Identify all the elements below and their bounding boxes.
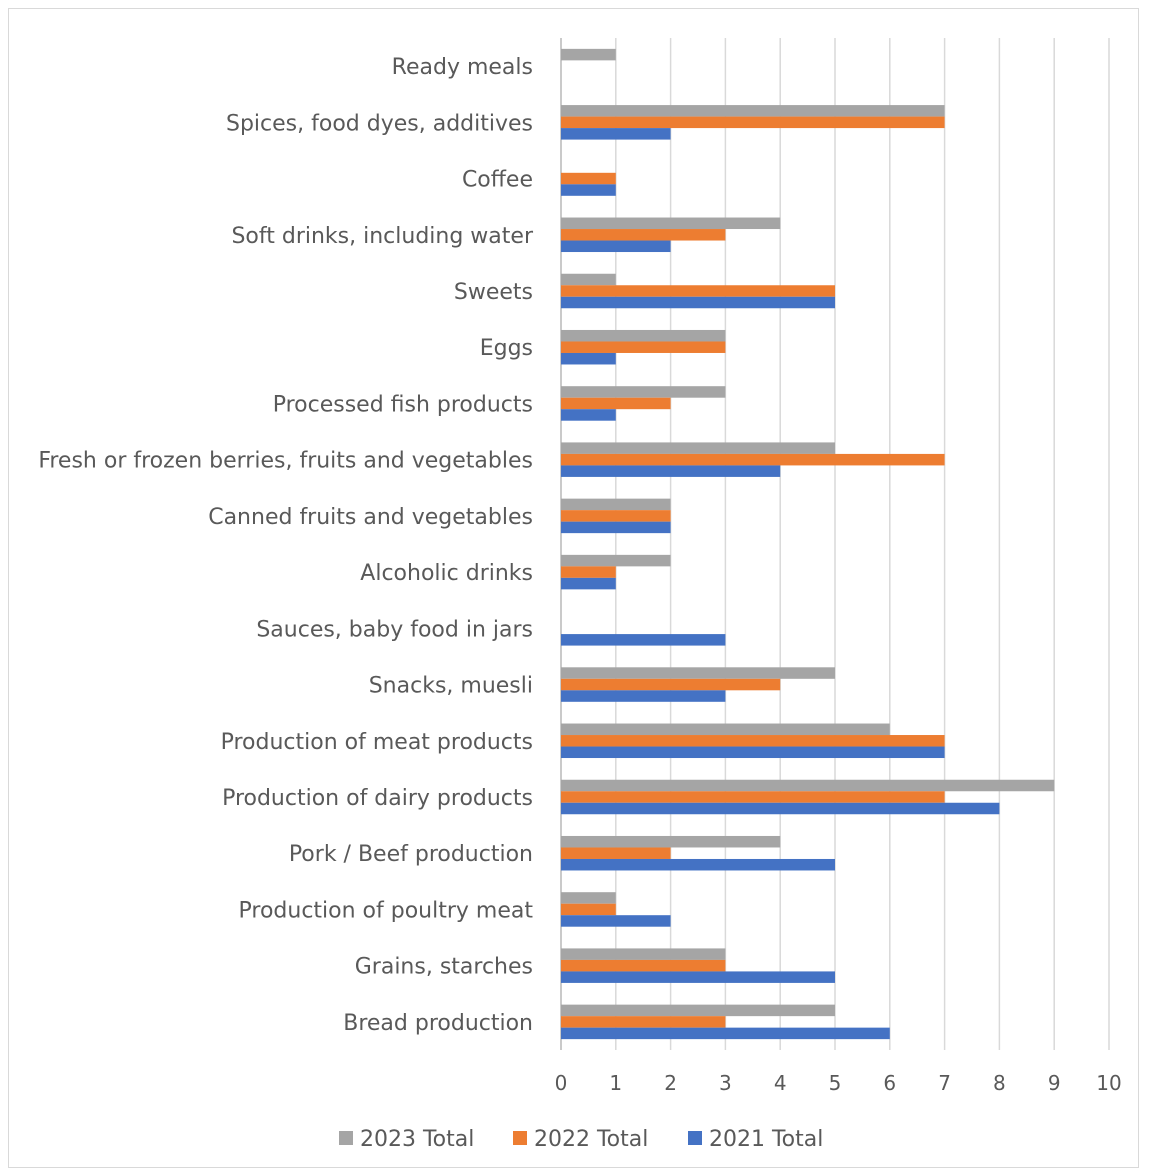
category-label: Sweets	[454, 280, 533, 305]
gridlines	[560, 38, 1110, 1050]
x-tick-label: 0	[555, 1071, 568, 1095]
bar	[561, 959, 726, 972]
x-tick-label: 1	[609, 1071, 622, 1095]
category-labels: Ready meals Spices, food dyes, additives C…	[38, 55, 534, 1036]
bar	[561, 948, 726, 960]
bar	[561, 285, 835, 297]
category-label: Eggs	[480, 336, 533, 361]
bar	[561, 453, 945, 466]
bar	[561, 128, 671, 140]
x-tick-label: 10	[1096, 1071, 1121, 1095]
bar	[561, 1016, 726, 1028]
bar	[561, 465, 781, 477]
bar	[561, 229, 726, 241]
x-tick-labels: 0 1 2 3 4 5 6 7 8 9 10	[555, 1071, 1122, 1095]
legend-label: 2021 Total	[709, 1127, 823, 1152]
legend-swatch	[688, 1131, 702, 1145]
category-label: Sauces, baby food in jars	[256, 617, 533, 642]
bar	[561, 352, 616, 365]
bar	[561, 835, 781, 848]
category-label: Snacks, muesli	[369, 674, 533, 699]
x-tick-label: 4	[774, 1071, 787, 1095]
bar	[561, 566, 616, 578]
bar	[561, 577, 616, 590]
bar	[561, 779, 1055, 792]
category-label: Spices, food dyes, additives	[226, 111, 533, 136]
category-label: Ready meals	[392, 55, 533, 80]
bar	[561, 442, 835, 454]
legend-label: 2023 Total	[360, 1127, 474, 1152]
x-tick-label: 2	[664, 1071, 677, 1095]
bar	[561, 498, 671, 511]
bar	[561, 903, 616, 916]
bar	[561, 802, 1000, 815]
bar	[561, 48, 616, 61]
bar	[561, 746, 945, 759]
bar	[561, 240, 671, 253]
x-tick-label: 7	[938, 1071, 951, 1095]
category-label: Grains, starches	[355, 955, 533, 980]
bar	[561, 554, 671, 567]
bar	[561, 1004, 835, 1017]
bar	[561, 184, 616, 196]
bar	[561, 791, 945, 803]
bar	[561, 915, 671, 927]
bar	[561, 172, 616, 185]
bar	[561, 105, 945, 117]
bar	[561, 341, 726, 353]
category-label: Pork / Beef production	[289, 842, 533, 867]
category-label: Coffee	[462, 168, 533, 193]
bar	[561, 217, 781, 230]
bar	[561, 510, 671, 522]
legend-swatch	[339, 1131, 353, 1145]
bar	[561, 116, 945, 129]
legend: 2023 Total 2022 Total 2021 Total	[339, 1127, 823, 1152]
category-label: Soft drinks, including water	[231, 224, 533, 249]
bar	[561, 329, 726, 342]
x-tick-label: 8	[993, 1071, 1006, 1095]
category-label: Production of poultry meat	[239, 898, 534, 923]
category-label: Production of dairy products	[222, 786, 533, 811]
bar	[561, 667, 835, 679]
category-label: Bread production	[343, 1011, 533, 1036]
category-label: Fresh or frozen berries, fruits and vege…	[38, 449, 533, 474]
x-tick-label: 9	[1048, 1071, 1061, 1095]
legend-label: 2022 Total	[534, 1127, 648, 1152]
category-label: Processed fish products	[273, 392, 533, 417]
bar	[561, 858, 835, 871]
bars	[561, 48, 1055, 1040]
category-label: Production of meat products	[221, 730, 533, 755]
category-label: Alcoholic drinks	[360, 561, 533, 586]
bar	[561, 1027, 890, 1040]
bar	[561, 634, 726, 646]
bar	[561, 892, 616, 904]
bar	[561, 409, 616, 421]
x-tick-label: 3	[719, 1071, 732, 1095]
bar	[561, 971, 835, 983]
bar	[561, 397, 671, 410]
bar	[561, 273, 616, 286]
bar	[561, 521, 671, 534]
bar	[561, 690, 726, 702]
bar	[561, 847, 671, 859]
bar	[561, 723, 890, 736]
x-tick-label: 5	[829, 1071, 842, 1095]
bar	[561, 386, 726, 398]
bar	[561, 296, 835, 309]
bar	[561, 735, 945, 747]
bar	[561, 678, 781, 691]
legend-swatch	[513, 1131, 527, 1145]
category-label: Canned fruits and vegetables	[208, 505, 533, 530]
x-tick-label: 6	[883, 1071, 896, 1095]
